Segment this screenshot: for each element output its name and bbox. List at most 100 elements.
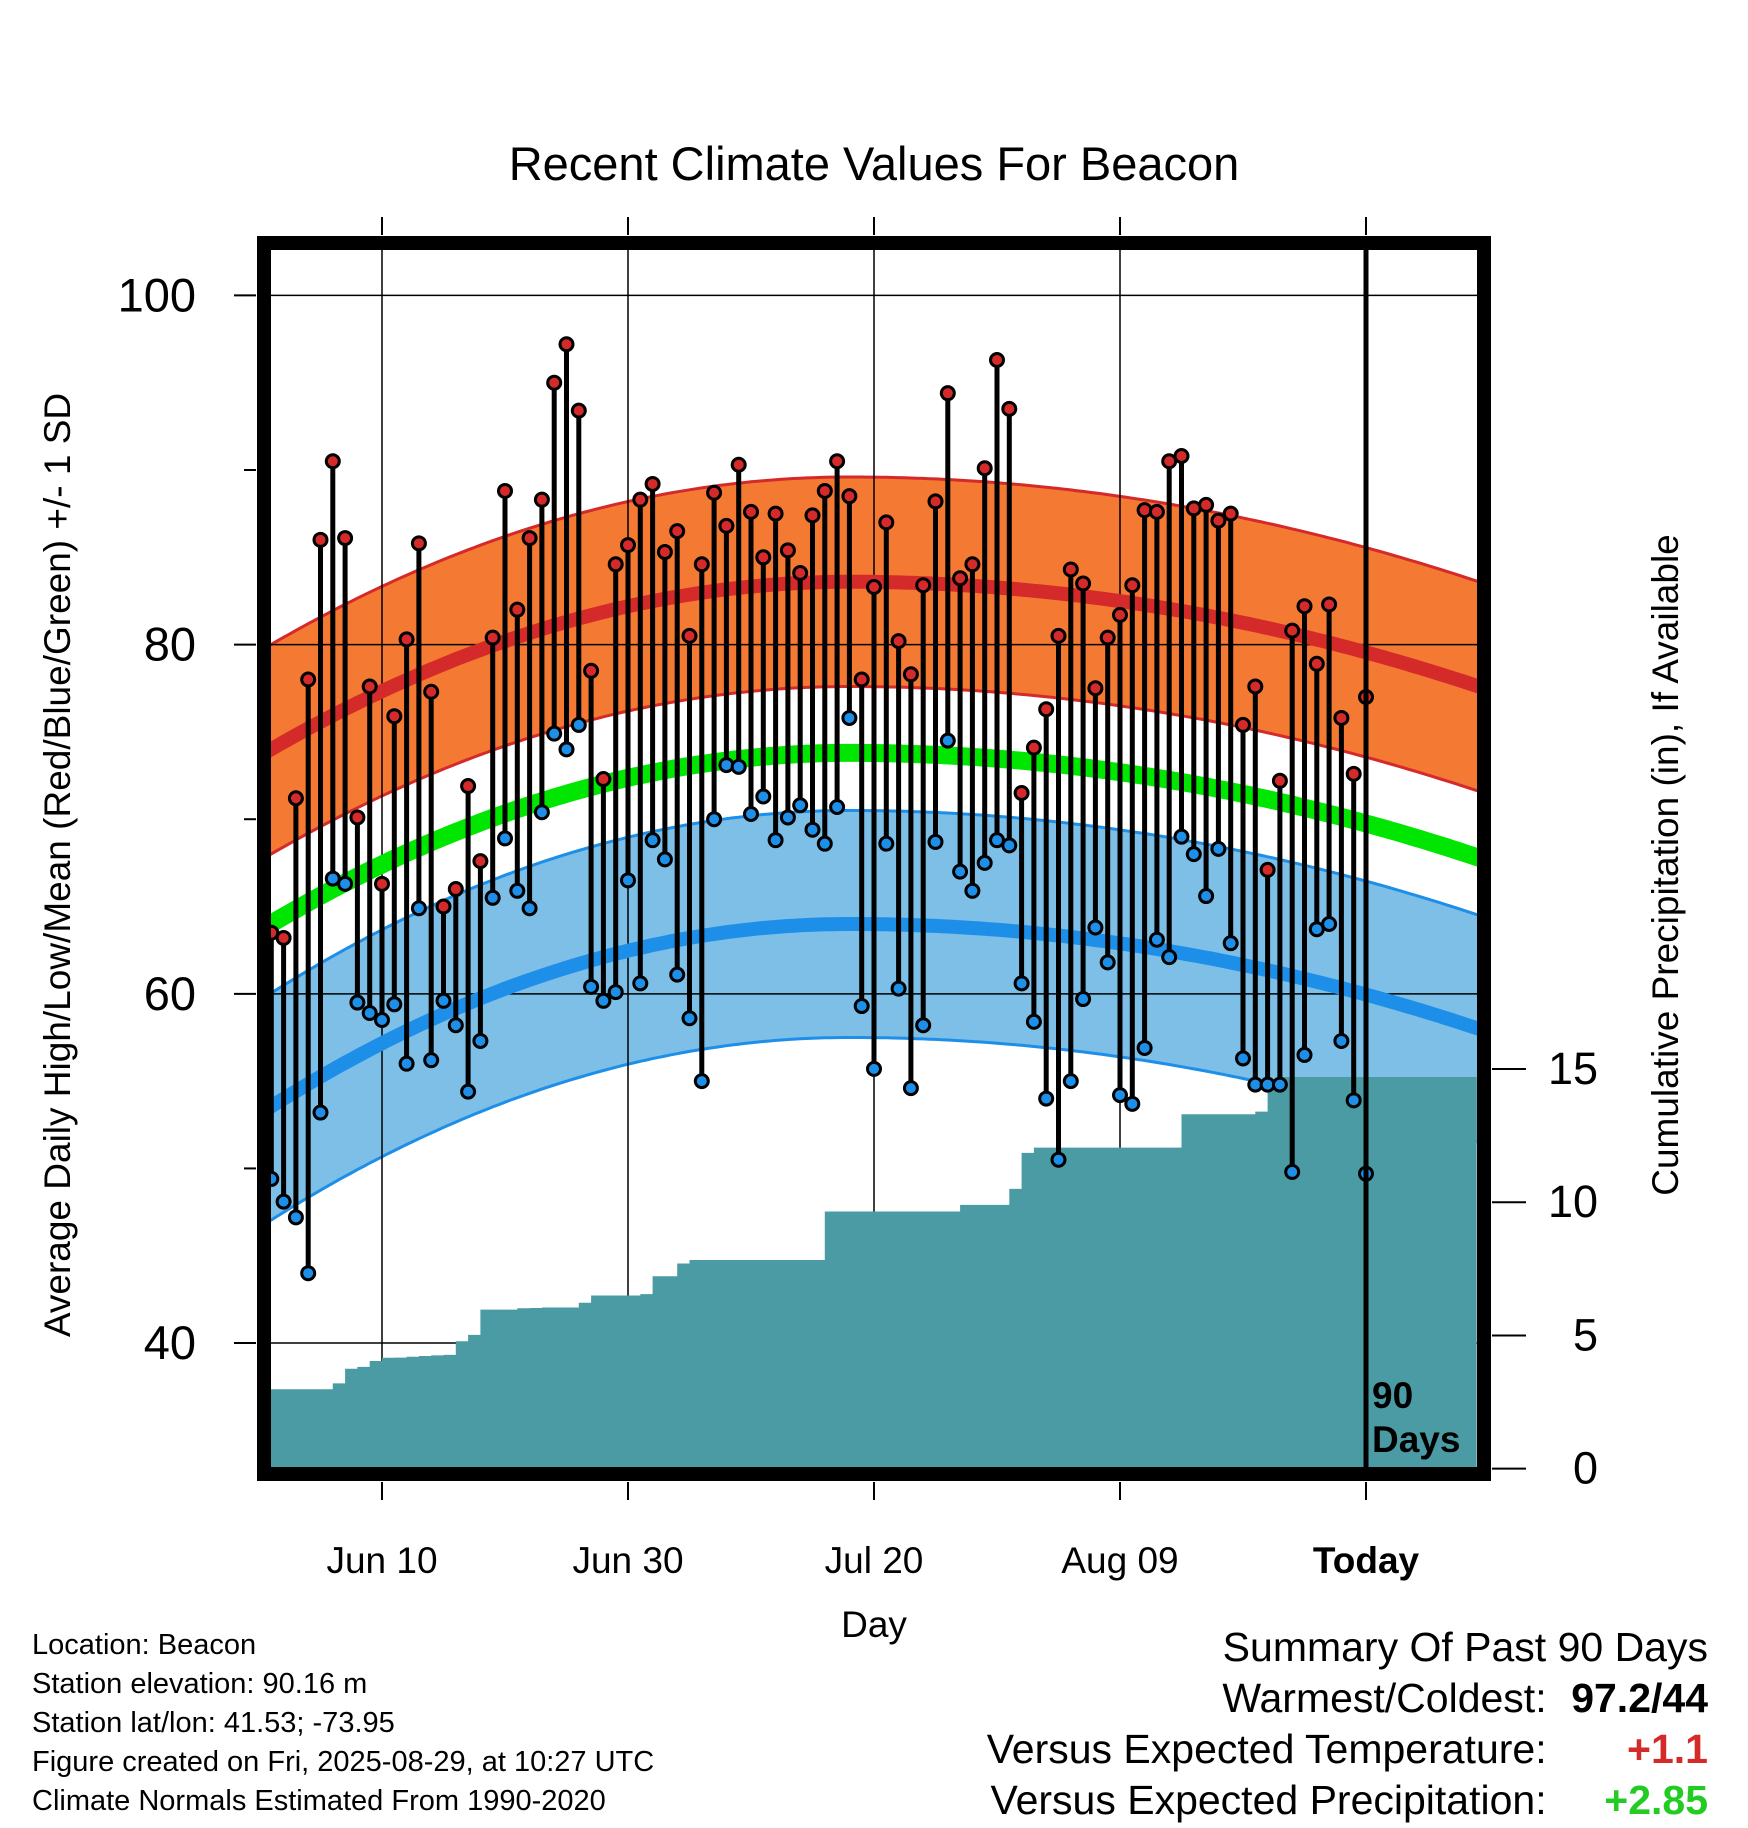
x-tick-label: Aug 09 [1061,1540,1178,1581]
daily-high-point [287,790,304,807]
daily-high-point [312,531,329,548]
daily-low-point [656,851,673,868]
daily-high-point [1222,505,1239,522]
precip-label: Versus Expected Precipitation: [990,1777,1547,1823]
daily-high-point [976,460,993,477]
daily-high-point [1321,596,1338,613]
x-axis-label: Day [841,1604,907,1645]
daily-high-point [632,491,649,508]
daily-high-point [386,708,403,725]
precip-value: +2.85 [1604,1777,1708,1823]
daily-high-point [1296,598,1313,615]
daily-low-point [435,992,452,1009]
daily-high-point [1013,785,1030,802]
daily-high-point [1148,503,1165,520]
daily-high-point [447,881,464,898]
daily-high-point [743,503,759,520]
summary-temp: Versus Expected Temperature: +1.1 [987,1724,1708,1775]
daily-high-point [324,453,341,470]
daily-low-point [829,798,846,815]
daily-high-point [1247,678,1264,695]
axes: 90 Days 40 60 80 100 0 5 10 15 Jun 10 Jun 30 Jul 20 A… [118,217,1598,1581]
temp-value: +1.1 [1627,1726,1708,1772]
daily-high-point [509,601,526,618]
daily-low-point [644,832,661,849]
daily-high-point [410,535,427,552]
daily-low-point [866,1060,882,1077]
daily-low-point [1161,949,1178,966]
daily-low-point [816,835,833,852]
daily-high-point [730,456,747,473]
daily-high-point [755,549,772,566]
daily-high-point [927,493,944,510]
daily-low-point [337,875,354,892]
summary-warm-cold: Warmest/Coldest: 97.2/44 [987,1673,1708,1724]
daily-high-point [1235,716,1251,733]
daily-high-point [816,482,833,499]
x-tick-label: Jul 20 [825,1540,924,1581]
daily-high-point [1173,448,1190,465]
daily-high-point [989,351,1005,368]
daily-low-point [1222,935,1239,952]
normals-text: Climate Normals Estimated From 1990-2020 [32,1785,606,1817]
daily-low-point [607,984,624,1001]
daily-high-point [902,666,919,683]
daily-low-point [853,998,870,1015]
daily-low-point [1087,919,1104,936]
daily-low-point [1050,1151,1067,1168]
x-tick-label: Jun 10 [326,1540,437,1581]
daily-low-point [1333,1032,1350,1049]
daily-low-point [804,821,821,838]
daily-low-point [1038,1090,1055,1107]
daily-low-point [1136,1039,1153,1056]
daily-low-point [915,1017,932,1034]
y-tick-label: 80 [144,618,196,671]
daily-high-point [497,482,513,499]
daily-low-point [484,889,501,906]
daily-low-point [1001,837,1018,854]
daily-high-point [275,929,292,946]
daily-high-point [1333,709,1350,726]
daily-low-point [693,1073,710,1090]
daily-high-point [1050,627,1067,644]
daily-high-point [337,530,354,547]
daily-low-point [595,992,612,1009]
daily-high-point [472,853,489,870]
daily-low-point [1124,1095,1141,1112]
daily-high-point [792,565,809,582]
daily-high-point [1025,739,1042,756]
daily-low-point [275,1193,292,1210]
daily-high-point [681,627,698,644]
daily-low-point [1271,1076,1288,1093]
daily-high-point [361,678,378,695]
daily-high-point [1271,772,1288,789]
daily-high-point [767,505,784,522]
daily-high-point [693,556,710,573]
daily-high-point [841,488,858,505]
daily-low-point [1235,1050,1251,1067]
daily-high-point [1124,577,1141,594]
daily-low-point [1198,888,1215,905]
daily-high-point [1038,701,1055,718]
daily-high-point [952,570,969,587]
daily-low-point [1284,1163,1301,1180]
daily-high-point [779,542,796,559]
daily-low-point [632,975,649,992]
daily-low-point [1173,828,1190,845]
daily-low-point [398,1055,415,1072]
daily-high-point [484,629,501,646]
daily-low-point [349,994,366,1011]
daily-low-point [1013,975,1030,992]
daily-low-point [1099,954,1116,971]
daily-low-point [878,835,895,852]
daily-high-point [1112,606,1128,623]
y2-tick-label: 15 [1548,1043,1598,1094]
daily-low-point [1148,931,1165,948]
x-tick-label: Today [1313,1540,1420,1581]
daily-low-point [927,833,944,850]
chart-title: Recent Climate Values For Beacon [509,137,1240,190]
daily-high-point [656,544,673,561]
daily-low-point [533,804,550,821]
daily-low-point [472,1032,489,1049]
